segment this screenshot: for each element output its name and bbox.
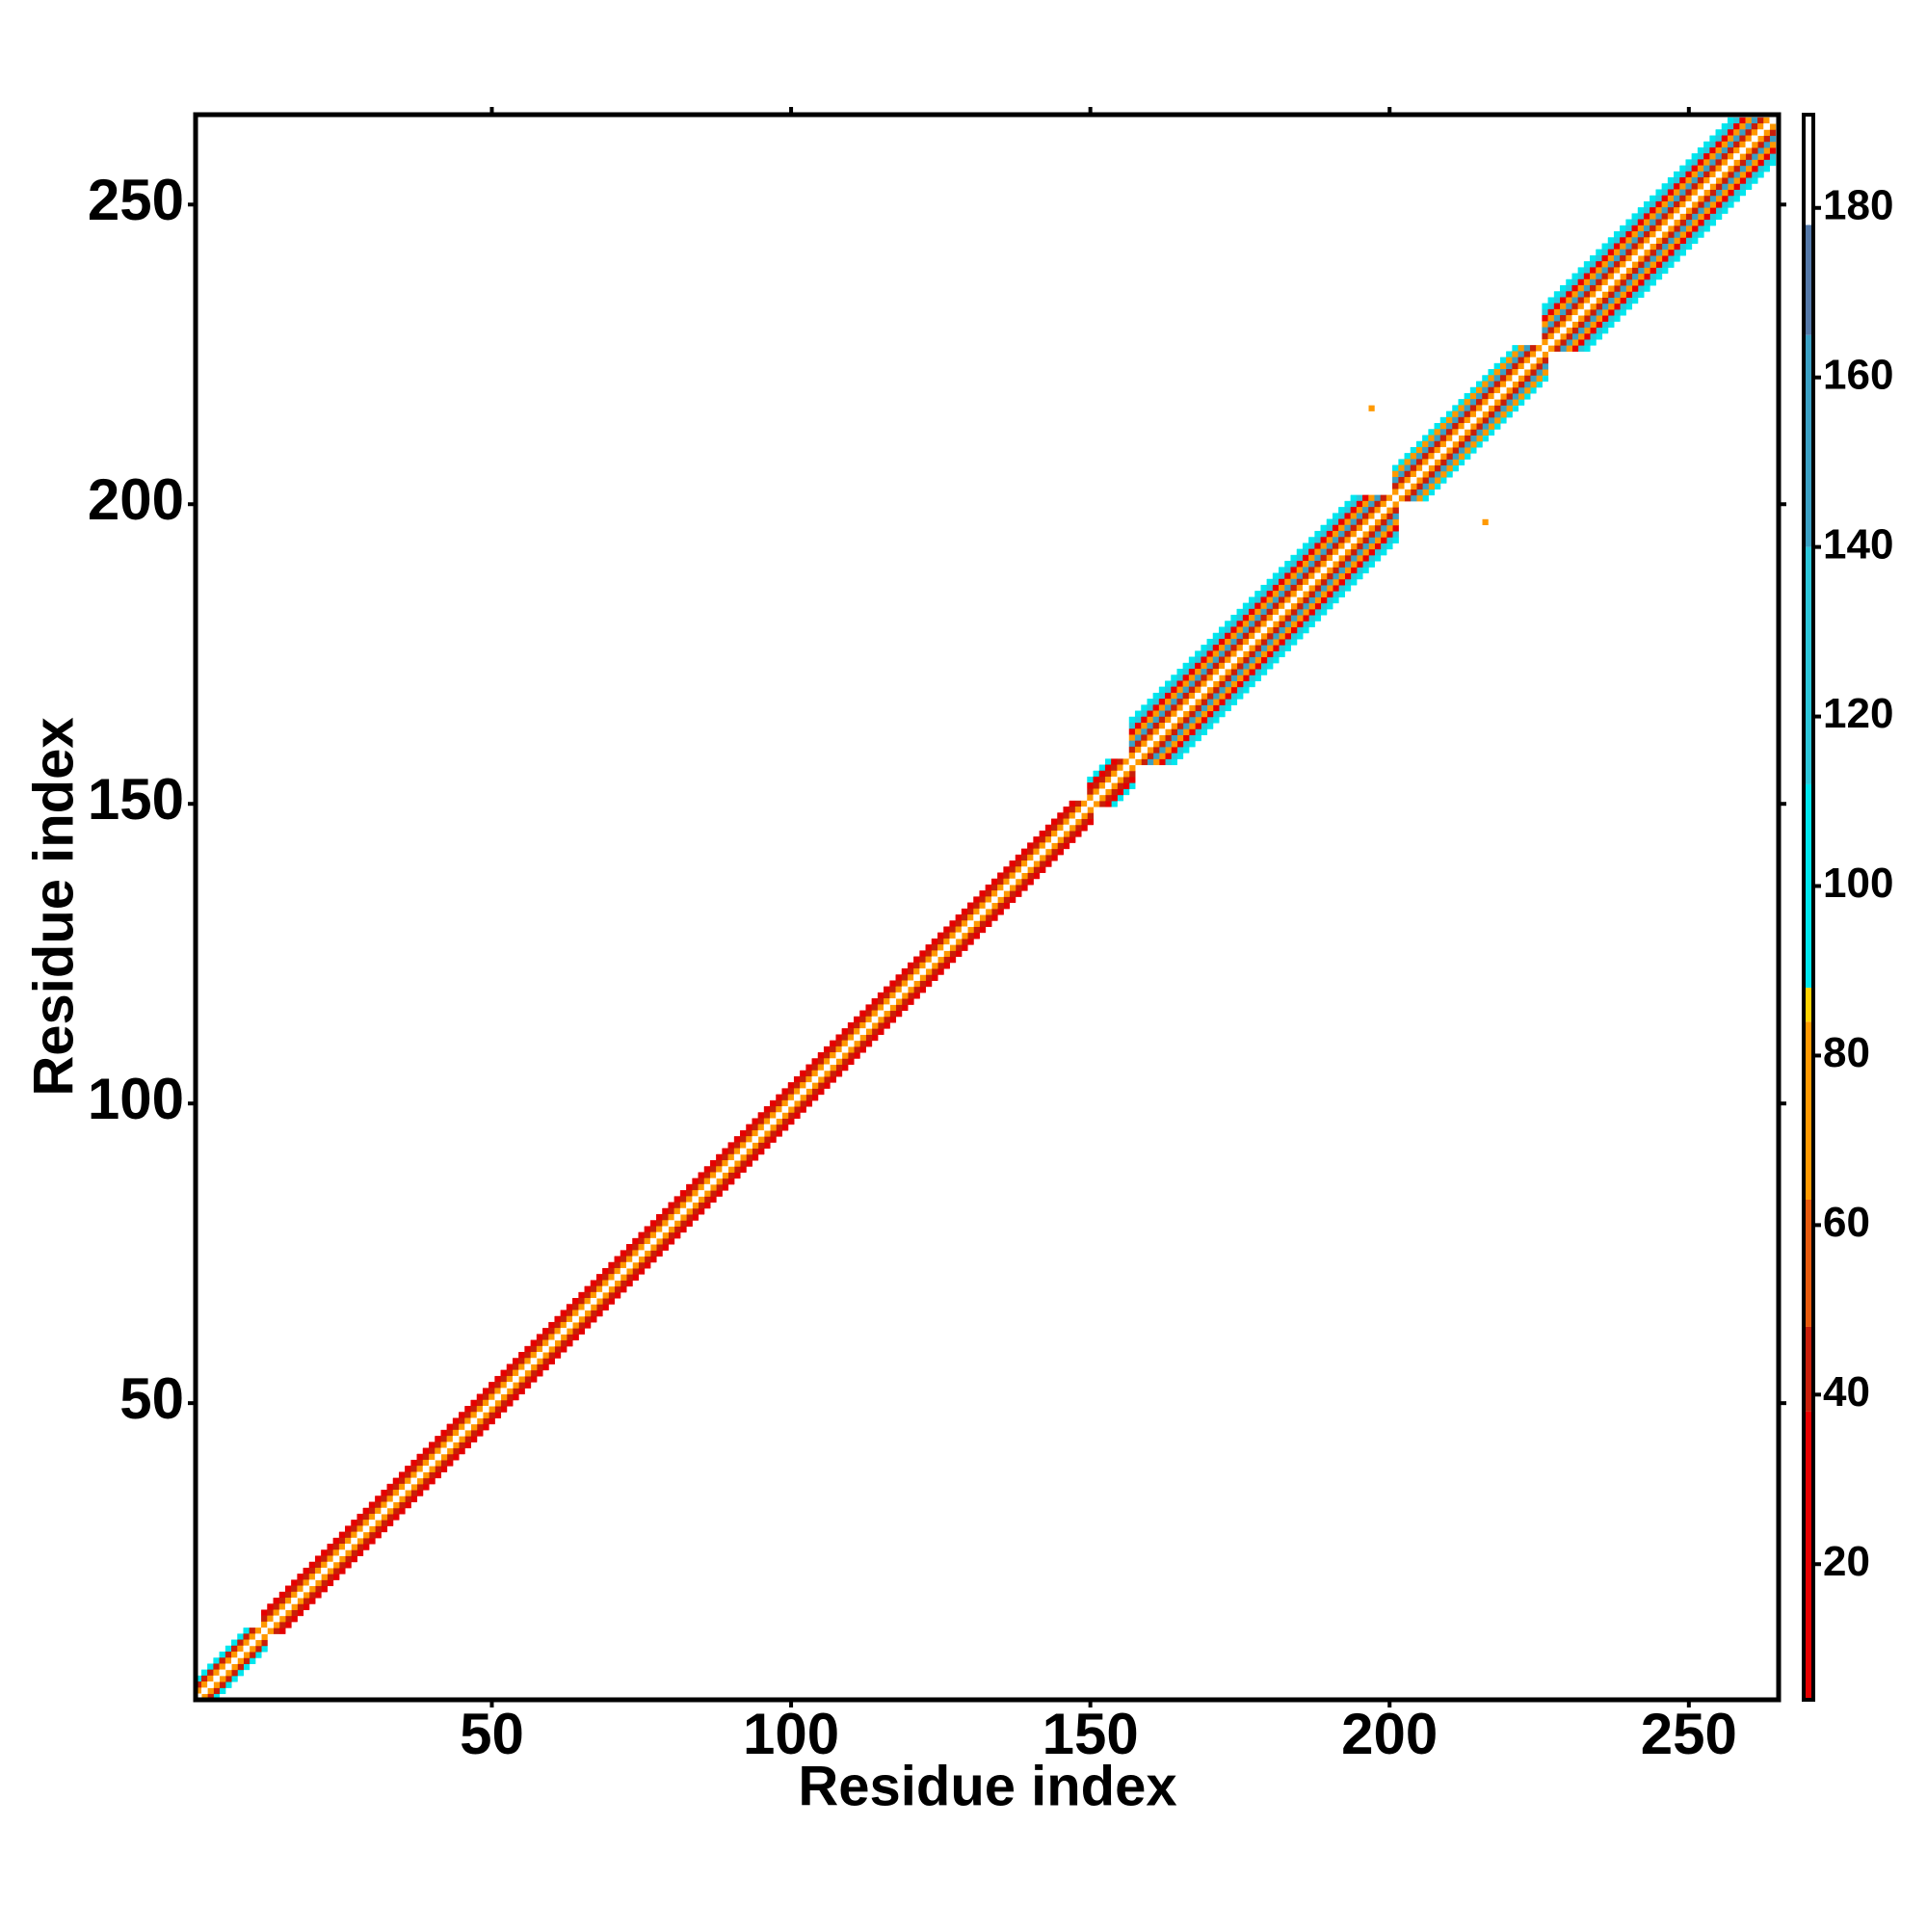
cell-strip	[273, 812, 1095, 1634]
cell-strip	[1152, 518, 1399, 766]
cell-strip	[1542, 117, 1764, 340]
y-tick-label: 50	[119, 1366, 184, 1431]
y-tick-label: 250	[88, 168, 184, 232]
cell-strip	[1398, 351, 1549, 502]
cell-strip	[261, 800, 1082, 1623]
cell-strip	[195, 1628, 268, 1701]
colorbar-segment	[1804, 1021, 1813, 1200]
colorbar-tick-label: 40	[1823, 1368, 1870, 1416]
y-tick-label: 100	[88, 1067, 184, 1131]
cell-strip	[1542, 117, 1753, 329]
colorbar-segment	[1804, 115, 1813, 225]
colorbar-tick-label: 140	[1823, 520, 1893, 568]
cell-strip	[1128, 494, 1363, 729]
cell-strip	[1392, 345, 1549, 502]
cell-strip	[261, 800, 1095, 1634]
colorbar-tick-label: 180	[1823, 181, 1893, 228]
cell-strip	[1542, 117, 1777, 352]
colorbar-segment	[1804, 546, 1813, 784]
cell	[1368, 405, 1375, 411]
colorbar-segment	[1804, 783, 1813, 989]
colorbar-tick-label: 20	[1823, 1538, 1870, 1585]
heatmap-cells	[195, 117, 1777, 1701]
cell-strip	[1392, 345, 1543, 496]
y-tick-label: 150	[88, 767, 184, 832]
colorbar-segment	[1804, 1411, 1813, 1700]
x-tick-label: 200	[1341, 1702, 1438, 1766]
cell-strip	[1128, 494, 1387, 754]
x-tick-label: 50	[460, 1702, 524, 1766]
colorbar-segment	[1804, 1326, 1813, 1412]
x-tick-label: 100	[743, 1702, 839, 1766]
colorbar-segment	[1804, 1199, 1813, 1327]
colorbar-tick-label: 80	[1823, 1029, 1870, 1076]
x-tick-label: 250	[1641, 1702, 1737, 1766]
y-tick-label: 200	[88, 467, 184, 532]
x-axis-title: Residue index	[798, 1755, 1176, 1817]
colorbar-segment	[1804, 334, 1813, 547]
y-axis-title: Residue index	[22, 717, 85, 1096]
cell	[1482, 518, 1489, 526]
cell-strip	[1165, 530, 1399, 766]
colorbar-segment	[1804, 225, 1813, 335]
colorbar-frame	[1802, 113, 1815, 1702]
colorbar-tick-label: 120	[1823, 690, 1893, 737]
x-tick-label: 150	[1043, 1702, 1139, 1766]
cell-strip	[1566, 141, 1777, 352]
cell-strip	[1128, 494, 1375, 742]
colorbar-tick-label: 160	[1823, 351, 1893, 398]
cell-strip	[1128, 494, 1399, 766]
cell-strip	[1141, 507, 1399, 766]
colorbar-tick-label: 100	[1823, 860, 1893, 907]
cell-strip	[1553, 129, 1777, 352]
colorbar-tick-label: 60	[1823, 1199, 1870, 1246]
plot-frame	[193, 112, 1782, 1703]
colorbar-segment	[1804, 988, 1813, 1022]
